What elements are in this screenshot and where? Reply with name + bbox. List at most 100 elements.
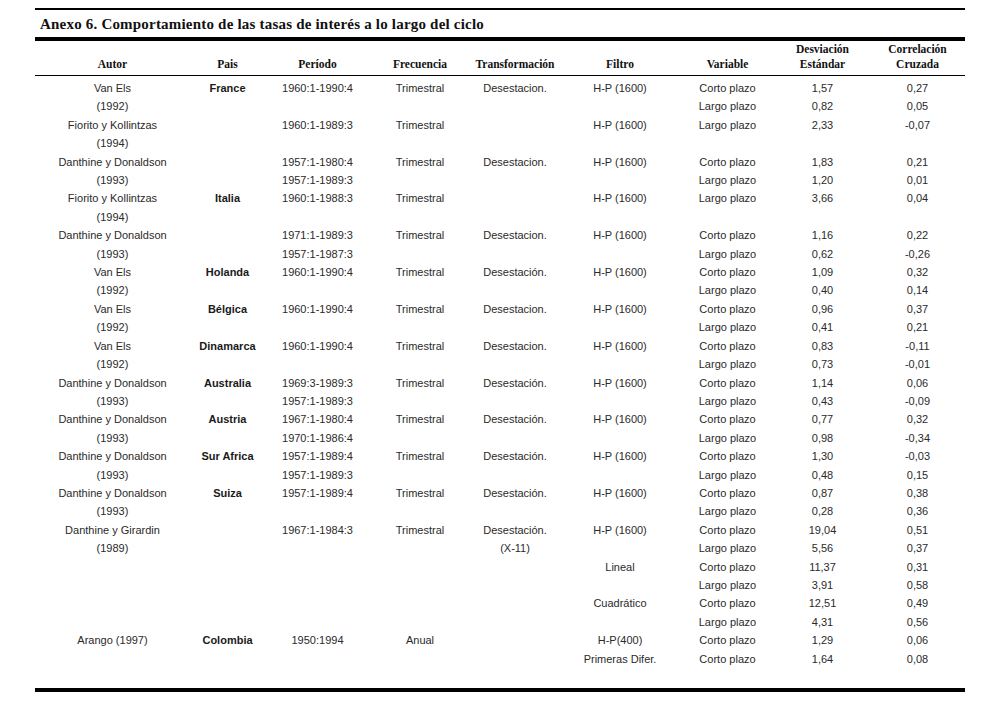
table-cell: [470, 281, 560, 299]
table-cell: Corto plazo: [680, 447, 775, 465]
table-cell: [560, 466, 680, 484]
table-cell: Bélgica: [190, 300, 265, 318]
table-cell: [370, 502, 470, 520]
table-cell: Largo plazo: [680, 245, 775, 263]
column-header: Filtro: [560, 42, 680, 76]
column-header: CorrelaciónCruzada: [870, 42, 965, 76]
table-cell: [370, 245, 470, 263]
table-cell: Primeras Difer.: [560, 650, 680, 668]
table-cell: Corto plazo: [680, 484, 775, 502]
table-cell: Desestación.: [470, 447, 560, 465]
table-cell: 1,16: [775, 226, 870, 244]
table-cell: [560, 355, 680, 373]
table-cell: [470, 392, 560, 410]
table-cell: H-P (1600): [560, 263, 680, 281]
table-cell: (X-11): [470, 539, 560, 557]
table-cell: 0,28: [775, 502, 870, 520]
table-cell: Van Els: [35, 76, 190, 98]
table-row: (1993)1957:1-1989:3Largo plazo0,43-0,09: [35, 392, 965, 410]
table-cell: 1970:1-1986:4: [265, 429, 370, 447]
table-cell: 0,27: [870, 76, 965, 98]
column-header: Período: [265, 42, 370, 76]
table-row: Danthine y Donaldson1957:1-1980:4Trimest…: [35, 153, 965, 171]
table-cell: 1950:1994: [265, 631, 370, 649]
table-cell: [35, 613, 190, 631]
table-cell: (1993): [35, 245, 190, 263]
table-cell: [190, 226, 265, 244]
table-cell: Corto plazo: [680, 521, 775, 539]
table-cell: Corto plazo: [680, 263, 775, 281]
table-cell: [190, 429, 265, 447]
table-row: CuadráticoCorto plazo12,510,49: [35, 594, 965, 612]
table-cell: 1969:3-1989:3: [265, 374, 370, 392]
table-cell: 3,91: [775, 576, 870, 594]
table-cell: Desestación.: [470, 484, 560, 502]
table-cell: 0,21: [870, 153, 965, 171]
table-cell: 1957:1-1989:3: [265, 171, 370, 189]
table-cell: [265, 97, 370, 115]
table-cell: Danthine y Donaldson: [35, 226, 190, 244]
table-cell: [470, 429, 560, 447]
table-cell: [190, 134, 265, 152]
table-cell: Largo plazo: [680, 392, 775, 410]
table-cell: Dinamarca: [190, 337, 265, 355]
table-row: (1993)1957:1-1987:3Largo plazo0,62-0,26: [35, 245, 965, 263]
table-row: (1992)Largo plazo0,820,05: [35, 97, 965, 115]
table-cell: [680, 134, 775, 152]
column-header: Frecuencia: [370, 42, 470, 76]
table-cell: Desestacion.: [470, 300, 560, 318]
table-cell: [190, 281, 265, 299]
table-cell: [560, 245, 680, 263]
table-cell: Trimestral: [370, 374, 470, 392]
table-cell: [370, 466, 470, 484]
table-cell: Trimestral: [370, 300, 470, 318]
table-cell: Sur Africa: [190, 447, 265, 465]
table-cell: (1994): [35, 134, 190, 152]
table-cell: (1993): [35, 171, 190, 189]
table-cell: Suiza: [190, 484, 265, 502]
table-cell: Desestación.: [470, 374, 560, 392]
table-cell: (1994): [35, 208, 190, 226]
table-cell: Corto plazo: [680, 300, 775, 318]
table-row: (1992)Largo plazo0,400,14: [35, 281, 965, 299]
table-cell: 0,77: [775, 410, 870, 428]
table-cell: Van Els: [35, 300, 190, 318]
table-cell: Corto plazo: [680, 153, 775, 171]
table-row: Danthine y Donaldson1971:1-1989:3Trimest…: [35, 226, 965, 244]
table-cell: 1960:1-1990:4: [265, 337, 370, 355]
table-row: (1989)(X-11)Largo plazo5,560,37: [35, 539, 965, 557]
table-cell: [190, 392, 265, 410]
table-cell: [370, 392, 470, 410]
table-cell: [190, 650, 265, 668]
table-cell: [190, 613, 265, 631]
document-page: Anexo 6. Comportamiento de las tasas de …: [0, 0, 1001, 728]
column-header: Pais: [190, 42, 265, 76]
table-cell: [190, 539, 265, 557]
table-cell: H-P (1600): [560, 337, 680, 355]
table-cell: [470, 613, 560, 631]
table-cell: 0,36: [870, 502, 965, 520]
table-cell: [35, 558, 190, 576]
table-cell: Trimestral: [370, 484, 470, 502]
table-cell: [370, 97, 470, 115]
table-cell: [190, 594, 265, 612]
table-cell: Largo plazo: [680, 502, 775, 520]
table-cell: -0,09: [870, 392, 965, 410]
table-cell: [370, 281, 470, 299]
table-cell: 3,66: [775, 189, 870, 207]
table-cell: [265, 355, 370, 373]
table-cell: Colombia: [190, 631, 265, 649]
table-cell: H-P (1600): [560, 76, 680, 98]
table-cell: [190, 171, 265, 189]
table-cell: 4,31: [775, 613, 870, 631]
table-cell: (1992): [35, 355, 190, 373]
table-cell: 1,09: [775, 263, 870, 281]
table-cell: [370, 171, 470, 189]
top-rule: [35, 8, 965, 10]
table-cell: 0,41: [775, 318, 870, 336]
table-row: Van ElsDinamarca1960:1-1990:4TrimestralD…: [35, 337, 965, 355]
table-cell: Corto plazo: [680, 558, 775, 576]
table-cell: 2,33: [775, 116, 870, 134]
table-cell: Largo plazo: [680, 466, 775, 484]
table-cell: 12,51: [775, 594, 870, 612]
